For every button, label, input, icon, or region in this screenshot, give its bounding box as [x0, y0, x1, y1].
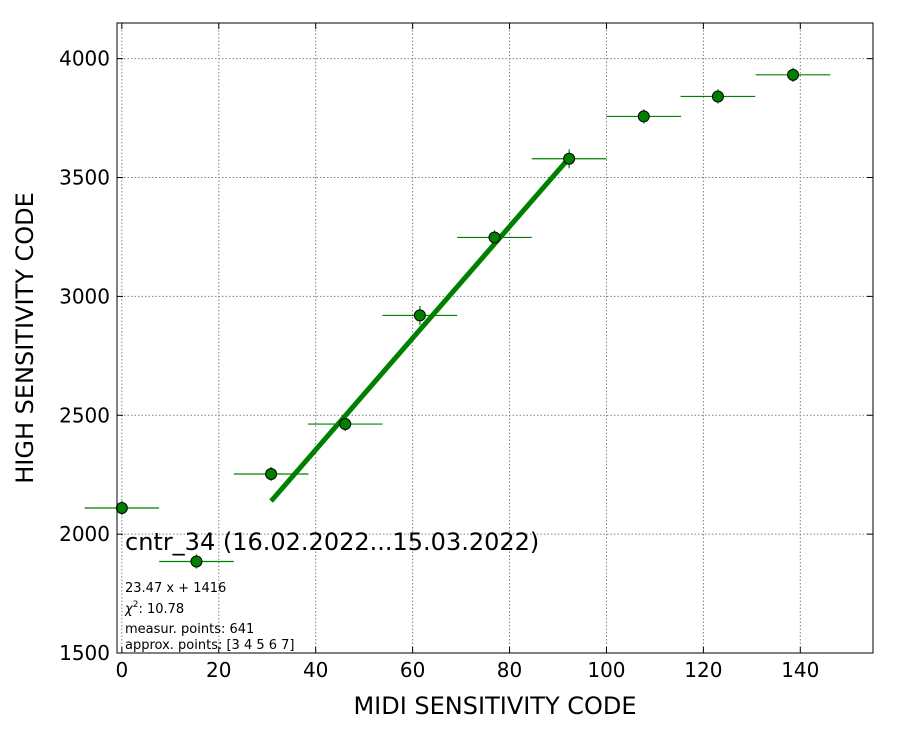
- data-point: [190, 555, 203, 568]
- y-tick-label: 1500: [59, 641, 110, 665]
- x-tick-label: 20: [206, 658, 231, 682]
- x-tick-label: 40: [303, 658, 328, 682]
- annotation-chi2: χ2: 10.78: [124, 600, 184, 617]
- data-point: [787, 68, 800, 81]
- chi2-value: : 10.78: [138, 602, 184, 617]
- annotation-measur: measur. points: 641: [125, 622, 254, 637]
- x-tick-label: 0: [115, 658, 128, 682]
- data-points: [84, 67, 831, 569]
- data-point: [265, 467, 278, 480]
- chi2-symbol: χ: [124, 602, 134, 617]
- data-point: [115, 501, 128, 514]
- x-tick-label: 100: [587, 658, 625, 682]
- x-tick-label: 80: [497, 658, 522, 682]
- grid: [117, 23, 873, 654]
- data-point: [413, 309, 426, 322]
- y-tick-label: 3000: [59, 284, 110, 308]
- data-point: [563, 152, 576, 165]
- y-axis-title: HIGH SENSITIVITY CODE: [11, 192, 39, 484]
- annotation-equation: 23.47 x + 1416: [125, 581, 226, 596]
- fit-line-group: [269, 156, 572, 503]
- data-point: [339, 418, 352, 431]
- x-tick-label: 120: [684, 658, 722, 682]
- annotation-header: cntr_34 (16.02.2022...15.03.2022): [125, 528, 539, 556]
- x-tick-label: 60: [400, 658, 425, 682]
- plot-frame: [116, 22, 874, 654]
- data-point: [711, 90, 724, 103]
- chi2-power: 2: [133, 600, 139, 610]
- y-tick-label: 2000: [59, 522, 110, 546]
- data-point: [488, 231, 501, 244]
- fit-line: [269, 156, 572, 503]
- x-axis-title: MIDI SENSITIVITY CODE: [353, 692, 636, 720]
- x-tick-label: 140: [781, 658, 819, 682]
- y-tick-label: 4000: [59, 47, 110, 71]
- y-tick-label: 2500: [59, 403, 110, 427]
- annotation-approx: approx. points: [3 4 5 6 7]: [125, 638, 295, 653]
- data-point: [637, 110, 650, 123]
- ticks: 0 20 40 60 80 100 120 140 1500 2000 2500 3000 3500 40…: [59, 23, 873, 682]
- y-tick-label: 3500: [59, 166, 110, 190]
